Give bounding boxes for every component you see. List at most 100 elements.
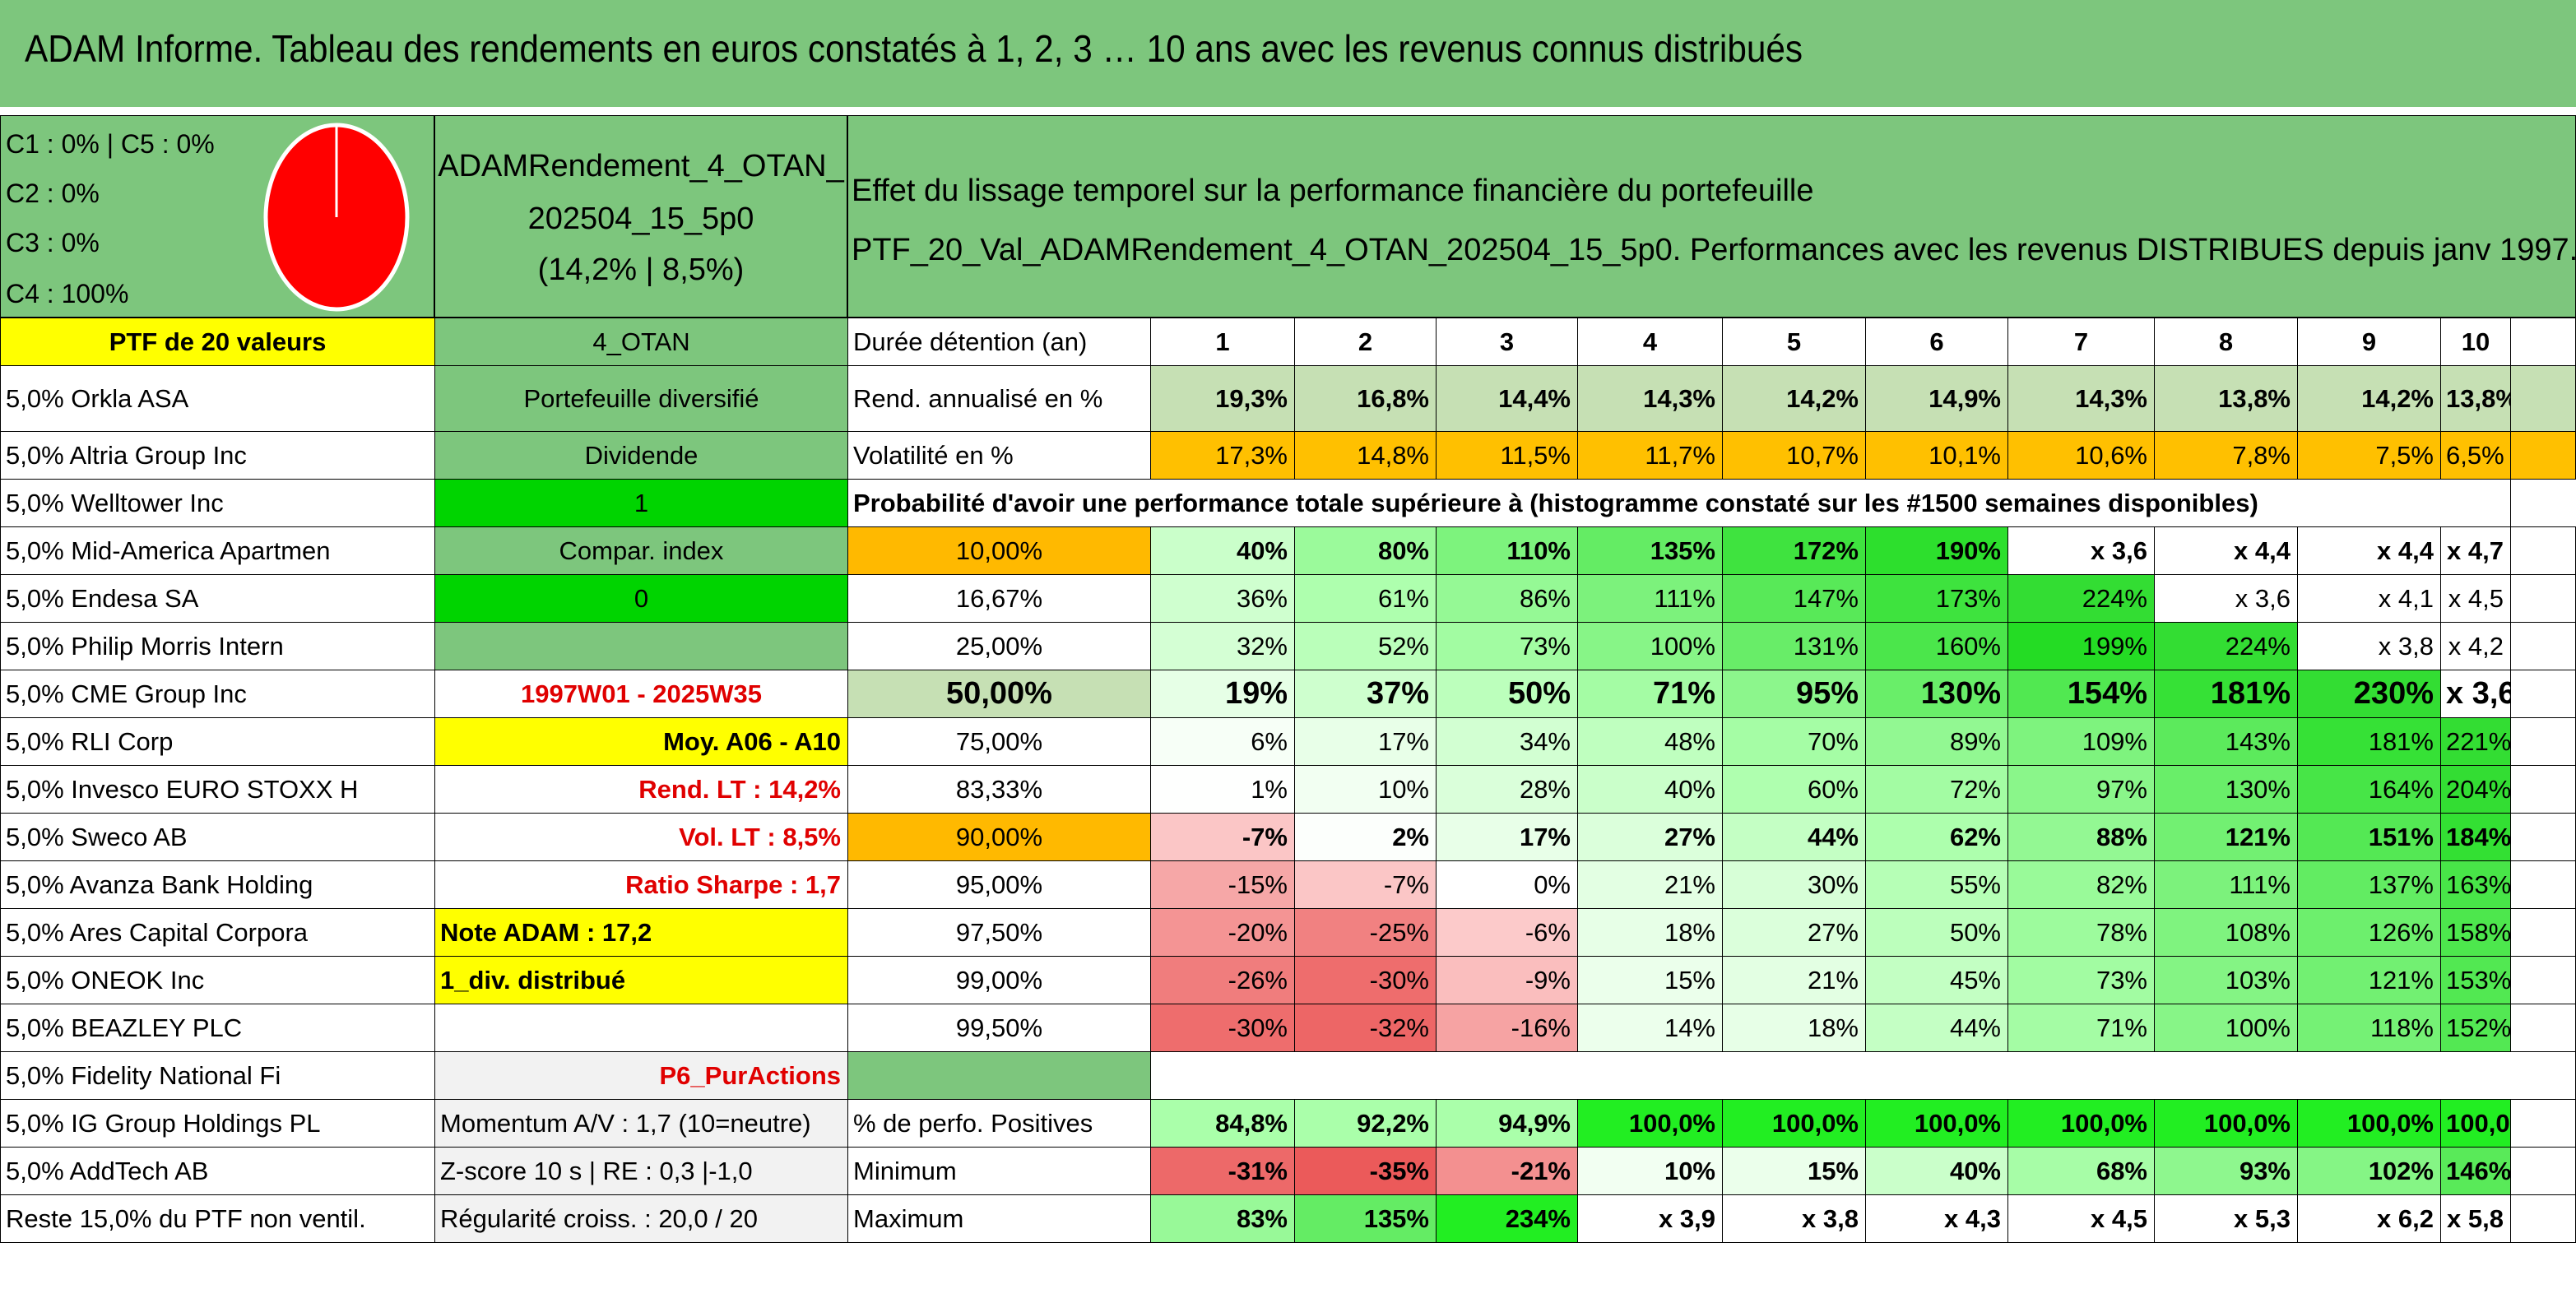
probability-value: x 3,8	[2297, 622, 2441, 670]
probability-value: 61%	[1294, 574, 1437, 623]
holding-row: 5,0% Welltower Inc	[0, 479, 435, 527]
spacer-cell	[2510, 431, 2576, 480]
max-value: x 3,9	[1577, 1194, 1723, 1243]
holding-row: 5,0% IG Group Holdings PL	[0, 1099, 435, 1148]
probability-threshold: 10,00%	[847, 526, 1151, 575]
probability-value: 89%	[1865, 717, 2008, 766]
probability-value: 172%	[1722, 526, 1866, 575]
portfolio-name-line1: ADAMRendement_4_OTAN_	[438, 149, 844, 183]
effect-description-cell: Effet du lissage temporel sur la perform…	[847, 115, 2576, 318]
indicator-cell: Ratio Sharpe : 1,7	[434, 860, 848, 909]
probability-value: 18%	[1722, 1004, 1866, 1052]
probability-value: 163%	[2440, 860, 2511, 909]
vol-value: 10,7%	[1722, 431, 1866, 480]
spacer-cell	[2510, 365, 2576, 432]
holding-row: 5,0% Invesco EURO STOXX H	[0, 765, 435, 814]
probability-value: -7%	[1150, 813, 1295, 861]
year-header: 1	[1150, 318, 1295, 366]
probability-value: 55%	[1865, 860, 2008, 909]
probability-value: 131%	[1722, 622, 1866, 670]
probability-value: 17%	[1436, 813, 1578, 861]
indicator-cell: Vol. LT : 8,5%	[434, 813, 848, 861]
probability-value: 27%	[1577, 813, 1723, 861]
holding-row: 5,0% Philip Morris Intern	[0, 622, 435, 670]
spacer-cell	[2510, 574, 2576, 623]
probability-value: 62%	[1865, 813, 2008, 861]
class-breakdown-cell: C1 : 0% | C5 : 0% C2 : 0% C3 : 0% C4 : 1…	[0, 115, 434, 318]
flag-value: 1	[434, 479, 848, 527]
holding-row: 5,0% Sweco AB	[0, 813, 435, 861]
spacer-cell	[847, 1051, 1151, 1100]
rend-value: 14,4%	[1436, 365, 1578, 432]
probability-value: 1%	[1150, 765, 1295, 814]
report-title: ADAM Informe. Tableau des rendements en …	[25, 27, 1803, 70]
probability-value: 153%	[2440, 956, 2511, 1004]
portfolio-perf: (14,2% | 8,5%)	[537, 253, 745, 287]
effect-line2: PTF_20_Val_ADAMRendement_4_OTAN_202504_1…	[852, 233, 2576, 267]
probability-value: x 3,6	[2007, 526, 2155, 575]
probability-value: 135%	[1577, 526, 1723, 575]
vol-value: 14,8%	[1294, 431, 1437, 480]
probability-value: 2%	[1294, 813, 1437, 861]
probability-value: 97%	[2007, 765, 2155, 814]
probability-value: 70%	[1722, 717, 1866, 766]
min-label: Minimum	[847, 1147, 1151, 1195]
min-value: 93%	[2154, 1147, 2298, 1195]
year-header: 7	[2007, 318, 2155, 366]
probability-value: 121%	[2154, 813, 2298, 861]
probability-value: -9%	[1436, 956, 1578, 1004]
probability-value: 73%	[2007, 956, 2155, 1004]
probability-value: 72%	[1865, 765, 2008, 814]
probability-value: 60%	[1722, 765, 1866, 814]
year-header: 9	[2297, 318, 2441, 366]
probability-threshold: 75,00%	[847, 717, 1151, 766]
pos-value: 100,0%	[1577, 1099, 1723, 1148]
min-value: -21%	[1436, 1147, 1578, 1195]
spacer-cell	[2510, 860, 2576, 909]
rend-label: Rend. annualisé en %	[847, 365, 1151, 432]
portfolio-size-header: PTF de 20 valeurs	[0, 318, 435, 366]
year-header: 10	[2440, 318, 2511, 366]
rend-value: 19,3%	[1150, 365, 1295, 432]
max-value: x 3,8	[1722, 1194, 1866, 1243]
probability-value: x 4,7	[2440, 526, 2511, 575]
holding-row: 5,0% BEAZLEY PLC	[0, 1004, 435, 1052]
probability-value: 45%	[1865, 956, 2008, 1004]
probability-threshold: 16,67%	[847, 574, 1151, 623]
indicator-cell: Moy. A06 - A10	[434, 717, 848, 766]
holding-row: 5,0% ONEOK Inc	[0, 956, 435, 1004]
probability-value: 40%	[1150, 526, 1295, 575]
indicator-cell: 0	[434, 574, 848, 623]
probability-value: 78%	[2007, 908, 2155, 957]
probability-value: 28%	[1436, 765, 1578, 814]
probability-value: -26%	[1150, 956, 1295, 1004]
indicator-cell: Note ADAM : 17,2	[434, 908, 848, 957]
pos-value: 100,0%	[2154, 1099, 2298, 1148]
probability-threshold: 99,00%	[847, 956, 1151, 1004]
probability-value: 158%	[2440, 908, 2511, 957]
probability-threshold: 99,50%	[847, 1004, 1151, 1052]
probability-value: 30%	[1722, 860, 1866, 909]
probability-value: 181%	[2297, 717, 2441, 766]
spacer-cell	[2510, 717, 2576, 766]
probability-value: 18%	[1577, 908, 1723, 957]
probability-value: 73%	[1436, 622, 1578, 670]
pos-value: 100,0%	[2007, 1099, 2155, 1148]
indicator-cell: 1_div. distribué	[434, 956, 848, 1004]
probability-value: 164%	[2297, 765, 2441, 814]
spacer-cell	[2510, 318, 2576, 366]
probability-value: 86%	[1436, 574, 1578, 623]
indicator-cell	[434, 622, 848, 670]
rend-value: 14,3%	[2007, 365, 2155, 432]
probability-threshold: 95,00%	[847, 860, 1151, 909]
probability-value: x 4,2	[2440, 622, 2511, 670]
max-value: x 5,3	[2154, 1194, 2298, 1243]
probability-value: 17%	[1294, 717, 1437, 766]
spacer-cell	[2510, 670, 2576, 718]
max-value: x 6,2	[2297, 1194, 2441, 1243]
probability-value: 143%	[2154, 717, 2298, 766]
indicator-cell: P6_PurActions	[434, 1051, 848, 1100]
strategy-label: Portefeuille diversifié	[434, 365, 848, 432]
effect-line1: Effet du lissage temporel sur la perform…	[852, 174, 1814, 208]
spacer-cell	[2510, 1004, 2576, 1052]
